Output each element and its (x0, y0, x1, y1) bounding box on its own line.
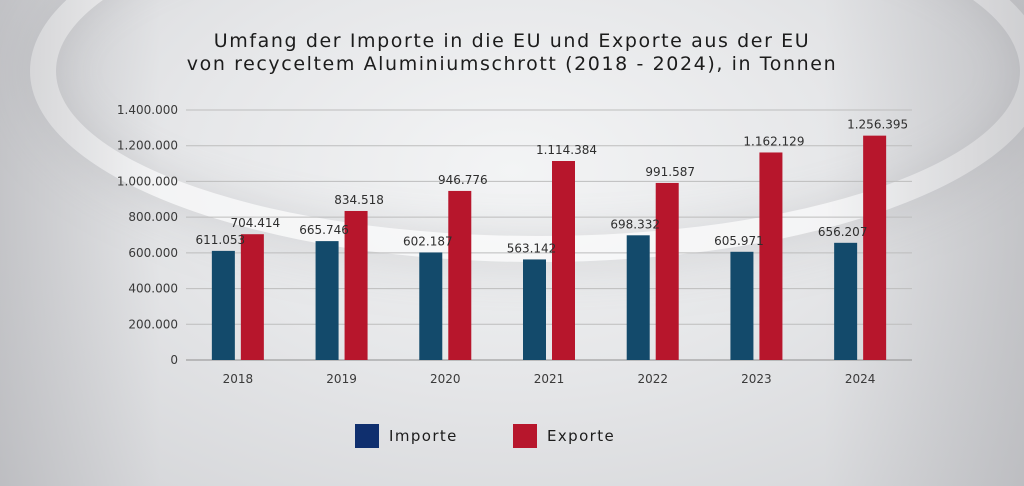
data-label-exporte: 704.414 (231, 216, 281, 230)
bar-importe (626, 235, 650, 360)
legend-label-importe: Importe (389, 427, 458, 445)
legend-swatch-importe (355, 424, 379, 448)
bar-exporte (240, 234, 264, 360)
data-label-importe: 605.971 (714, 234, 764, 248)
x-tick-label: 2020 (430, 372, 461, 386)
x-tick-label: 2024 (845, 372, 876, 386)
data-label-importe: 602.187 (403, 234, 453, 248)
bar-importe (419, 252, 443, 360)
y-tick-label: 800.000 (128, 210, 178, 224)
y-tick-label: 1.200.000 (117, 139, 178, 153)
background-shade-right (824, 0, 1024, 486)
bar-importe (315, 241, 339, 360)
bar-exporte (344, 210, 368, 360)
chart-legend: Importe Exporte (0, 424, 1024, 450)
chart-title-block: Umfang der Importe in die EU und Exporte… (0, 30, 1024, 76)
y-tick-label: 1.400.000 (117, 103, 178, 117)
data-label-exporte: 991.587 (645, 165, 695, 179)
legend-item-importe: Importe (355, 424, 458, 448)
data-label-importe: 698.332 (610, 217, 660, 231)
y-tick-label: 1.000.000 (117, 174, 178, 188)
bar-exporte (759, 152, 783, 360)
data-label-exporte: 1.256.395 (847, 118, 908, 132)
bar-importe (834, 242, 858, 360)
x-tick-label: 2018 (223, 372, 254, 386)
y-tick-label: 200.000 (128, 317, 178, 331)
chart-subtitle: von recyceltem Aluminiumschrott (2018 - … (186, 53, 838, 75)
bar-exporte (448, 190, 472, 360)
bar-exporte (552, 161, 575, 360)
y-tick-label: 0 (170, 353, 178, 367)
legend-item-exporte: Exporte (513, 424, 615, 448)
data-label-exporte: 1.162.129 (743, 134, 804, 148)
data-label-importe: 563.142 (507, 241, 557, 255)
legend-swatch-exporte (513, 424, 537, 448)
data-label-exporte: 1.114.384 (536, 143, 597, 157)
data-label-importe: 611.053 (196, 233, 246, 247)
x-tick-label: 2023 (741, 372, 772, 386)
x-tick-label: 2019 (326, 372, 357, 386)
bar-importe (211, 250, 235, 360)
data-label-importe: 665.746 (299, 223, 349, 237)
chart-title: Umfang der Importe in die EU und Exporte… (213, 30, 811, 52)
y-tick-label: 400.000 (128, 282, 178, 296)
bar-importe (523, 259, 546, 360)
bar-exporte (655, 182, 679, 360)
background-shade-left (0, 0, 160, 486)
x-tick-label: 2021 (534, 372, 565, 386)
data-label-exporte: 946.776 (438, 173, 488, 187)
bar-importe (730, 251, 754, 360)
data-label-importe: 656.207 (818, 225, 868, 239)
x-tick-label: 2022 (637, 372, 668, 386)
legend-label-exporte: Exporte (547, 427, 616, 445)
data-label-exporte: 834.518 (334, 193, 384, 207)
bar-exporte (863, 135, 887, 360)
y-tick-label: 600.000 (128, 246, 178, 260)
